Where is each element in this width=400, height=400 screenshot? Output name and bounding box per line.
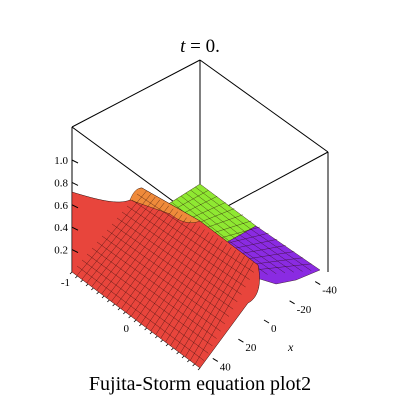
mesh-line-front	[76, 265, 205, 361]
y-tick-mark	[165, 343, 169, 347]
z-tick-mark	[71, 249, 79, 254]
y-tick-mark	[80, 279, 83, 283]
mesh-line-front	[111, 223, 234, 310]
y-tick-mark	[117, 307, 121, 311]
mesh-line-back	[190, 189, 303, 272]
x-tick-mark	[212, 357, 219, 362]
chart-caption: Fujita-Storm equation plot2	[89, 373, 311, 395]
mesh-line-front	[101, 235, 225, 324]
y-tick-mark	[123, 311, 126, 315]
mesh-line-back	[195, 186, 312, 271]
y-axis: -1 0	[61, 271, 201, 371]
x-tick-label: 40	[220, 361, 232, 373]
y-tick-mark	[139, 323, 142, 327]
y-tick-mark	[160, 339, 163, 343]
y-tick-mark	[192, 363, 195, 367]
z-tick-mark	[71, 226, 79, 231]
y-tick-mark	[187, 359, 190, 363]
z-tick-label: 0.2	[54, 245, 68, 257]
mesh-line-front	[126, 205, 246, 288]
x-tick-mark	[263, 319, 270, 324]
z-tick-mark	[71, 181, 79, 186]
y-tick-mark	[176, 351, 179, 355]
x-tick-mark	[314, 281, 321, 286]
surface	[71, 183, 321, 369]
mesh-line-front	[136, 193, 254, 273]
z-tick-label: 0.6	[54, 200, 68, 212]
x-axis: -40 -20 0 20 40	[212, 281, 337, 373]
x-tick-label: 0	[271, 323, 277, 335]
y-tick-mark	[75, 275, 78, 279]
y-tick-mark	[128, 315, 131, 319]
y-tick-mark	[85, 283, 89, 287]
z-tick-label: 1.0	[54, 155, 68, 167]
y-tick-mark	[144, 327, 147, 331]
y-tick-mark	[96, 291, 99, 295]
mesh-line-front	[106, 229, 230, 317]
mesh-line-front	[81, 259, 209, 354]
y-tick-mark	[101, 295, 105, 299]
chart-title: t = 0.	[180, 36, 220, 57]
x-tick-label: -40	[322, 285, 337, 297]
mesh-line-front	[116, 217, 238, 302]
z-tick-mark	[71, 159, 79, 164]
z-tick-label: 0.4	[54, 222, 68, 234]
z-tick-label: 0.8	[54, 177, 68, 189]
z-tick-mark	[71, 204, 79, 209]
y-tick-label: -1	[61, 277, 70, 289]
y-tick-mark	[69, 271, 73, 275]
y-tick-mark	[197, 367, 201, 371]
x-tick-mark	[238, 338, 244, 343]
y-tick-mark	[112, 303, 115, 307]
mesh-line-back	[180, 195, 286, 274]
z-axis: 0.2 0.4 0.6 0.8 1.0	[54, 155, 79, 257]
surface-front-crest	[129, 187, 201, 223]
y-tick-mark	[171, 347, 174, 351]
y-tick-mark	[91, 287, 94, 291]
y-tick-mark	[133, 319, 137, 323]
y-tick-mark	[181, 355, 185, 359]
mesh-line-front	[86, 253, 213, 347]
y-tick-mark	[107, 299, 110, 303]
mesh-line-front	[121, 211, 242, 295]
x-tick-label: 20	[245, 342, 257, 354]
y-tick-mark	[149, 331, 153, 335]
y-tick-mark	[155, 335, 158, 339]
box-edge-top-left	[71, 59, 201, 128]
y-tick-label: 0	[124, 323, 130, 335]
mesh-line-front	[96, 241, 221, 332]
mesh-line-front	[91, 247, 217, 339]
x-tick-mark	[289, 300, 295, 305]
mesh-line-front	[131, 199, 250, 280]
box-edge-top-right	[199, 59, 329, 153]
x-tick-label: -20	[297, 304, 312, 316]
x-axis-label: x	[287, 340, 294, 354]
mesh-line-back	[176, 198, 277, 274]
mesh-line-back	[185, 192, 294, 273]
